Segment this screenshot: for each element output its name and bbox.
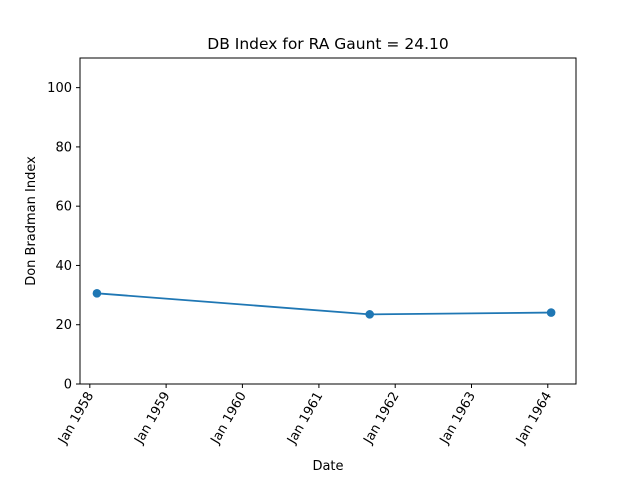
y-tick-label: 20 — [55, 318, 72, 333]
y-axis-label: Don Bradman Index — [24, 156, 39, 286]
chart-title: DB Index for RA Gaunt = 24.10 — [207, 35, 448, 53]
data-point-marker — [92, 289, 102, 298]
y-tick-label: 40 — [55, 259, 72, 274]
y-tick-label: 60 — [55, 200, 72, 215]
plot-frame — [79, 57, 577, 385]
x-axis-label: Date — [312, 459, 343, 474]
y-tick-label: 80 — [55, 140, 72, 155]
y-tick-label: 0 — [64, 378, 72, 393]
data-point-marker — [546, 308, 556, 317]
data-point-marker — [365, 310, 374, 319]
y-tick-label: 100 — [47, 81, 72, 96]
